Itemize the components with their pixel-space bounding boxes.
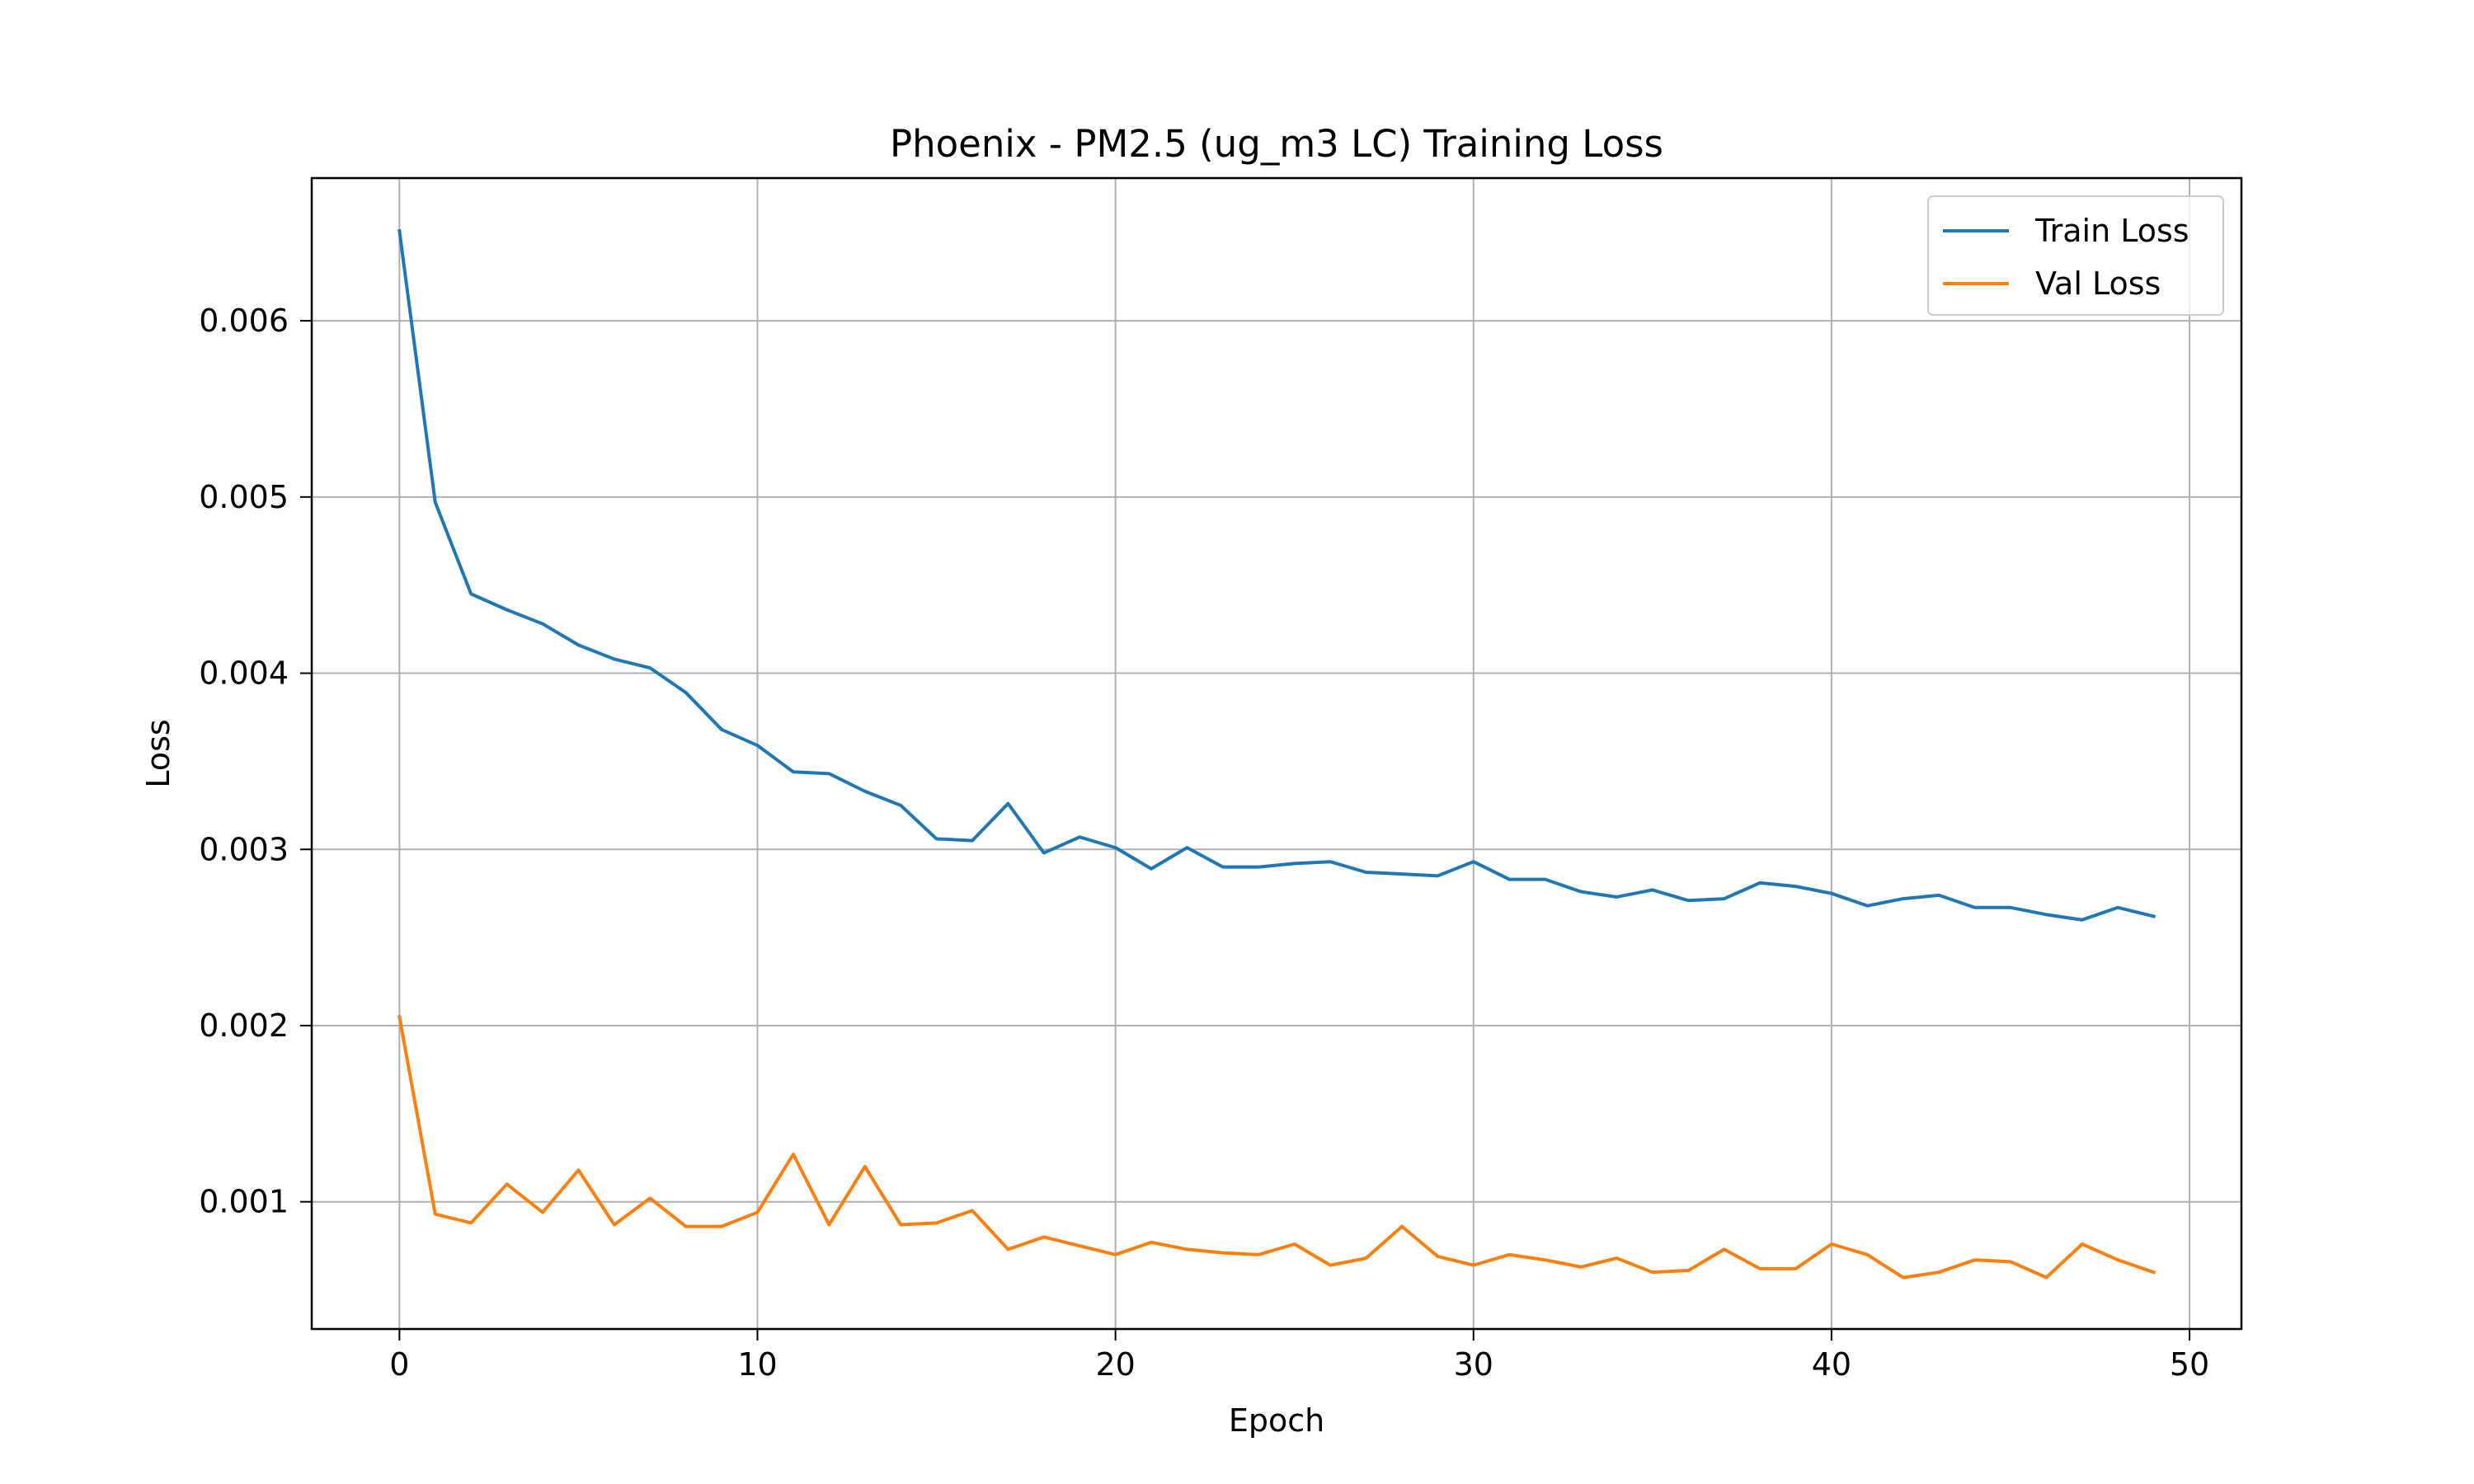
y-tick-label: 0.002 — [199, 1007, 289, 1044]
legend: Train Loss Val Loss — [1927, 195, 2224, 316]
y-axis-label: Loss — [140, 719, 176, 787]
x-tick-label: 20 — [1095, 1346, 1135, 1383]
grid — [312, 178, 2241, 1329]
ticks: 0 10 20 30 40 50 0.001 0.002 0.003 0.004 0.005 0.00… — [199, 303, 2209, 1383]
y-tick-label: 0.004 — [199, 655, 289, 692]
x-tick-label: 40 — [1812, 1346, 1851, 1383]
x-tick-label: 0 — [389, 1346, 409, 1383]
chart-title: Phoenix - PM2.5 (ug_m3 LC) Training Loss — [890, 122, 1663, 166]
x-tick-label: 30 — [1454, 1346, 1493, 1383]
x-tick-label: 50 — [2170, 1346, 2209, 1383]
series-lines — [397, 228, 2157, 1280]
series-line-val-loss — [397, 1014, 2157, 1280]
x-axis-label: Epoch — [1229, 1402, 1324, 1439]
legend-label: Train Loss — [2034, 213, 2189, 249]
y-tick-label: 0.006 — [199, 303, 289, 339]
legend-label: Val Loss — [2035, 265, 2161, 302]
plot-frame — [310, 176, 2243, 1331]
y-tick-label: 0.001 — [199, 1184, 289, 1220]
y-tick-label: 0.003 — [199, 831, 289, 867]
x-tick-label: 10 — [737, 1346, 777, 1383]
y-tick-label: 0.005 — [199, 479, 289, 515]
series-line-train-loss — [397, 228, 2157, 922]
